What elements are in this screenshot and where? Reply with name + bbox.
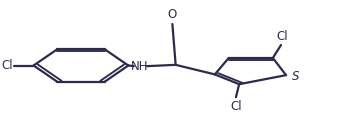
Text: Cl: Cl	[230, 100, 242, 113]
Text: S: S	[292, 70, 299, 83]
Text: Cl: Cl	[1, 59, 13, 72]
Text: Cl: Cl	[276, 30, 288, 43]
Text: O: O	[168, 8, 177, 21]
Text: NH: NH	[131, 60, 148, 73]
